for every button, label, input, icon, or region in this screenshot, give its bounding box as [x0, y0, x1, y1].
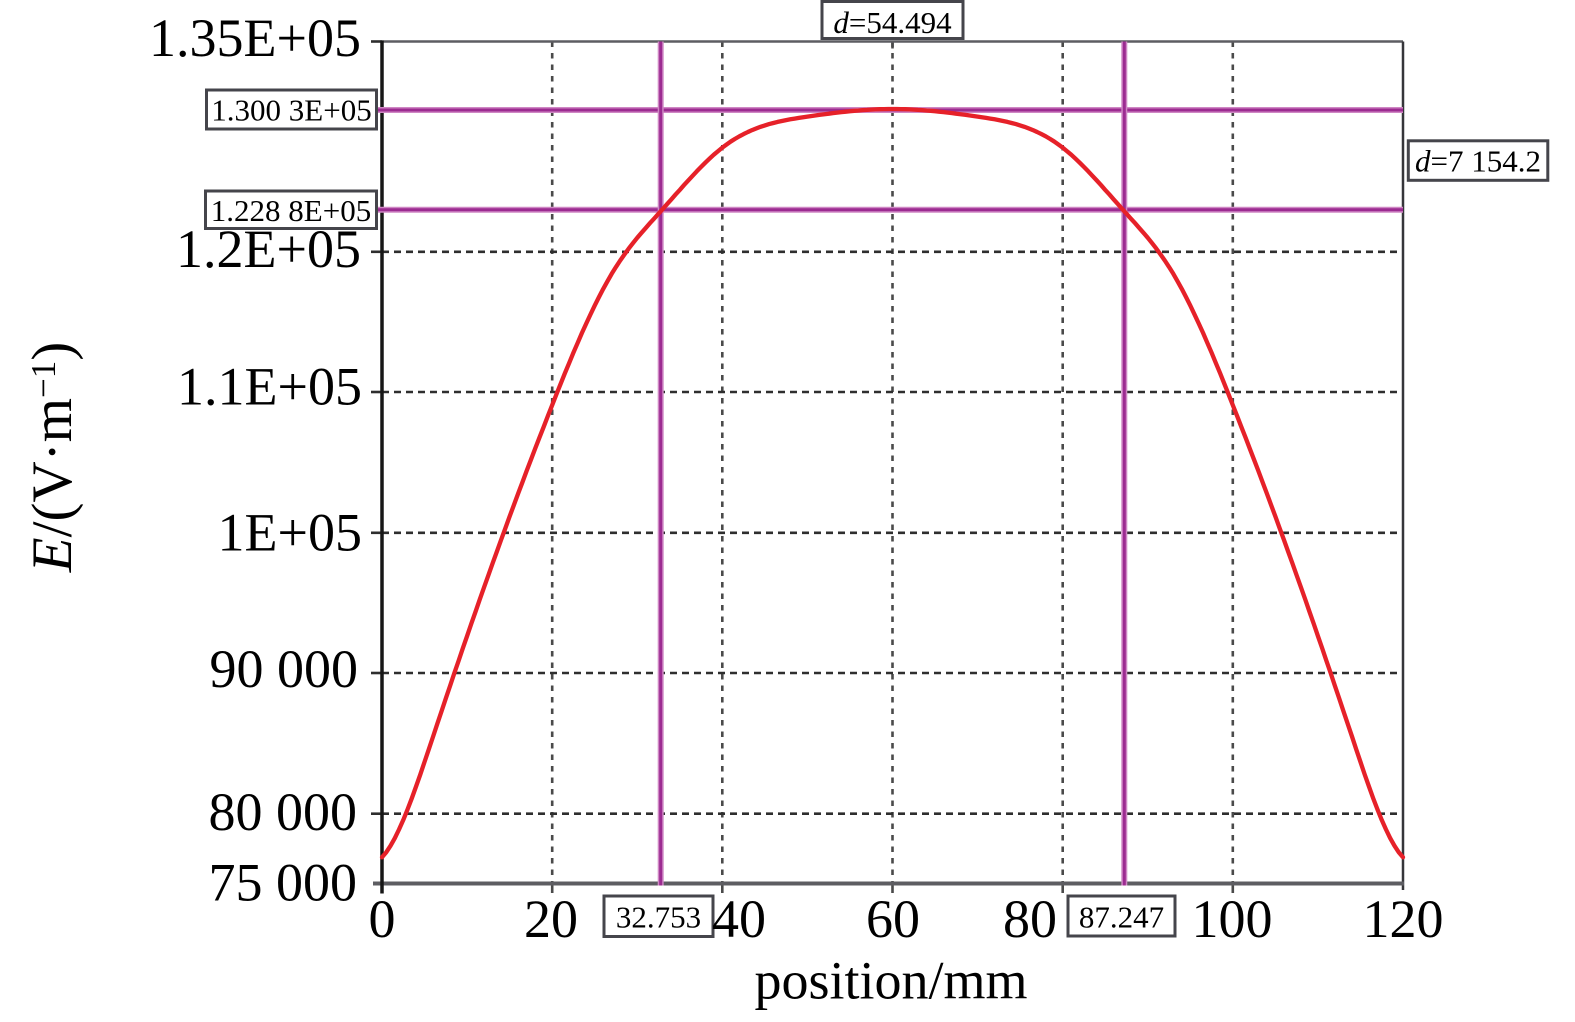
- svg-text:90 000: 90 000: [210, 639, 359, 699]
- svg-text:1.1E+05: 1.1E+05: [177, 357, 362, 417]
- svg-text:1.300 3E+05: 1.300 3E+05: [211, 93, 371, 128]
- svg-text:32.753: 32.753: [616, 900, 701, 935]
- svg-text:1.228 8E+05: 1.228 8E+05: [211, 193, 371, 228]
- svg-text:40: 40: [712, 889, 766, 949]
- svg-text:75 000: 75 000: [209, 853, 358, 913]
- svg-text:20: 20: [524, 889, 578, 949]
- svg-text:120: 120: [1363, 889, 1444, 949]
- svg-text:1E+05: 1E+05: [218, 503, 362, 563]
- svg-text:1.2E+05: 1.2E+05: [176, 219, 361, 279]
- svg-text:0: 0: [369, 889, 396, 949]
- svg-text:80: 80: [1003, 889, 1057, 949]
- svg-text:d=54.494: d=54.494: [833, 5, 952, 40]
- svg-text:80 000: 80 000: [209, 782, 358, 842]
- svg-text:87.247: 87.247: [1079, 900, 1164, 935]
- svg-text:d=7 154.2: d=7 154.2: [1415, 144, 1541, 179]
- svg-text:position/mm: position/mm: [754, 951, 1027, 1011]
- svg-text:100: 100: [1192, 889, 1273, 949]
- svg-text:1.35E+05: 1.35E+05: [149, 8, 361, 68]
- svg-text:60: 60: [866, 889, 920, 949]
